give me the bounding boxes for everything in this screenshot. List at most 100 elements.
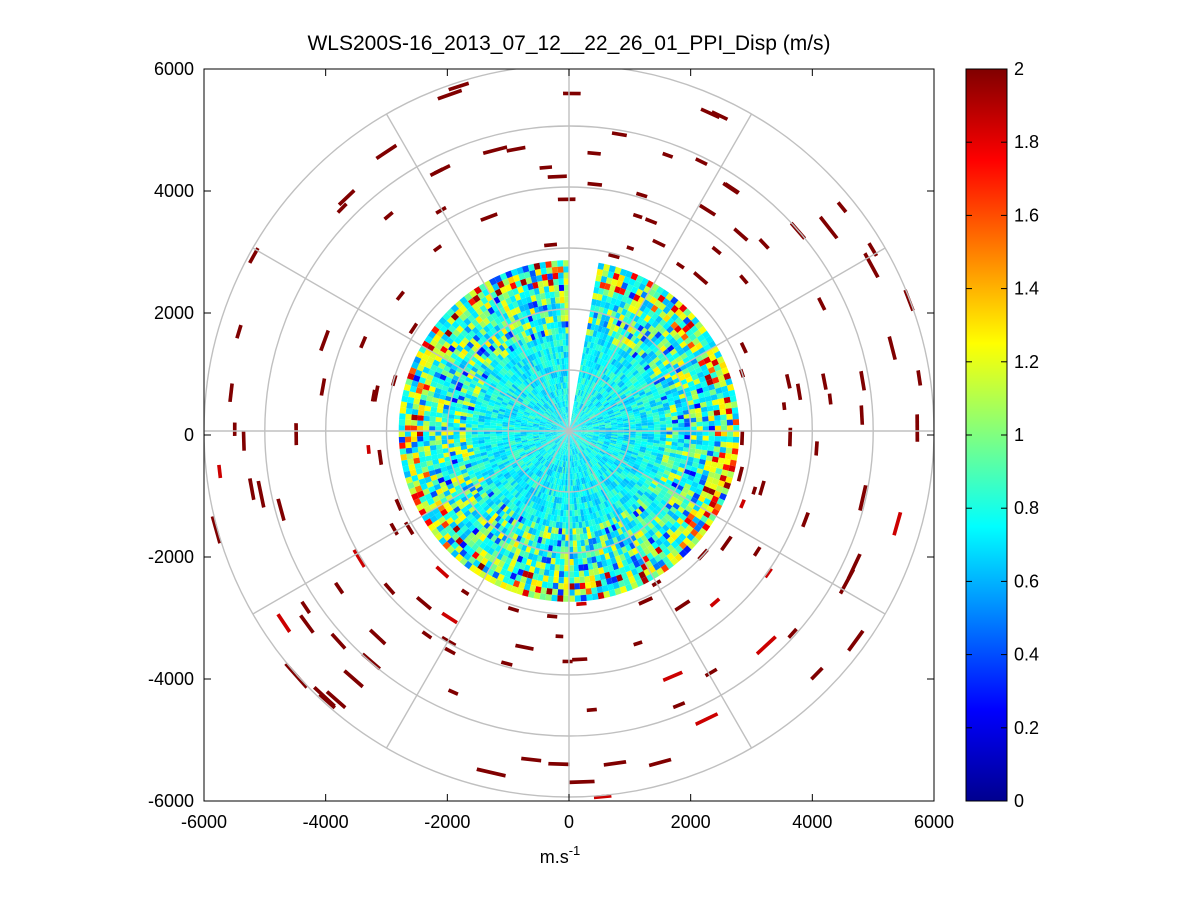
data-cell [532, 366, 538, 373]
data-cell [419, 495, 427, 504]
data-cell [642, 385, 650, 391]
data-cell [483, 370, 491, 377]
data-cell [515, 456, 522, 462]
data-cell [670, 449, 677, 454]
data-cell [429, 445, 437, 451]
data-cell [598, 351, 604, 359]
data-cell [504, 514, 512, 522]
data-cell [598, 422, 605, 425]
data-cell [427, 464, 435, 472]
data-cell [548, 334, 554, 342]
data-cell [694, 321, 704, 330]
data-cell [574, 428, 581, 430]
data-cell [556, 497, 560, 504]
data-cell [578, 402, 582, 409]
data-cell [659, 464, 667, 470]
data-cell [682, 324, 691, 333]
data-cell [590, 474, 595, 481]
data-cell [502, 349, 510, 357]
data-cell [590, 304, 596, 312]
data-cell [654, 523, 662, 531]
data-cell [502, 505, 510, 513]
data-cell [570, 461, 572, 468]
data-cell [566, 437, 568, 443]
data-cell [543, 413, 550, 418]
data-cell [572, 442, 576, 449]
data-cell [488, 482, 496, 489]
data-cell [672, 434, 679, 439]
data-cell [624, 453, 631, 459]
data-cell [763, 567, 773, 579]
data-cell [610, 358, 617, 366]
data-cell [604, 384, 610, 391]
data-cell [623, 517, 631, 525]
data-cell [516, 266, 524, 275]
data-cell [580, 515, 585, 522]
data-cell [514, 341, 521, 349]
data-cell [537, 318, 543, 326]
data-cell [490, 460, 497, 466]
data-cell [591, 459, 597, 465]
data-cell [597, 325, 603, 333]
data-cell [489, 431, 496, 434]
data-cell [560, 421, 565, 427]
data-cell [456, 381, 464, 388]
data-cell [593, 409, 600, 414]
data-cell [478, 489, 486, 496]
data-cell [471, 424, 478, 428]
data-cell [555, 465, 559, 472]
data-cell [821, 373, 828, 390]
data-cell [545, 446, 551, 452]
data-cell [442, 501, 451, 509]
data-cell [582, 371, 586, 379]
data-cell [580, 509, 584, 516]
data-cell [572, 407, 575, 414]
data-cell [605, 296, 613, 304]
data-cell [460, 411, 468, 417]
data-cell [562, 448, 565, 455]
data-cell [576, 503, 580, 510]
data-cell [561, 376, 564, 383]
data-cell [722, 391, 730, 398]
data-cell [508, 478, 515, 485]
data-cell [526, 355, 532, 363]
data-cell [629, 421, 636, 425]
data-cell [628, 278, 636, 287]
data-cell [408, 464, 416, 471]
data-cell [547, 469, 552, 476]
data-cell [594, 384, 600, 391]
data-cell [621, 546, 628, 554]
data-cell [517, 515, 524, 523]
data-cell [570, 473, 573, 480]
data-cell [411, 380, 419, 388]
data-cell [523, 271, 531, 279]
data-cell [460, 468, 468, 475]
data-cell [611, 432, 618, 435]
data-cell [560, 485, 564, 492]
data-cell [677, 438, 685, 444]
data-cell [538, 384, 544, 391]
data-cell [603, 441, 610, 445]
data-cell [675, 403, 683, 409]
data-cell [620, 410, 627, 414]
data-cell [571, 436, 574, 443]
data-cell [574, 395, 577, 402]
data-cell [657, 334, 666, 342]
data-cell [553, 321, 559, 329]
data-cell [506, 501, 513, 508]
data-cell [669, 524, 678, 533]
data-cell [652, 356, 661, 364]
data-cell [630, 286, 639, 294]
data-cell [652, 498, 661, 506]
data-cell [420, 461, 428, 468]
data-cell [669, 383, 677, 390]
data-cell [639, 342, 647, 350]
data-cell [521, 420, 528, 424]
data-cell [413, 457, 421, 464]
data-cell [453, 506, 461, 514]
data-cell [545, 446, 551, 451]
data-cell [650, 402, 657, 408]
data-cell [422, 383, 431, 391]
data-cell [455, 356, 464, 364]
data-cell [494, 565, 503, 574]
